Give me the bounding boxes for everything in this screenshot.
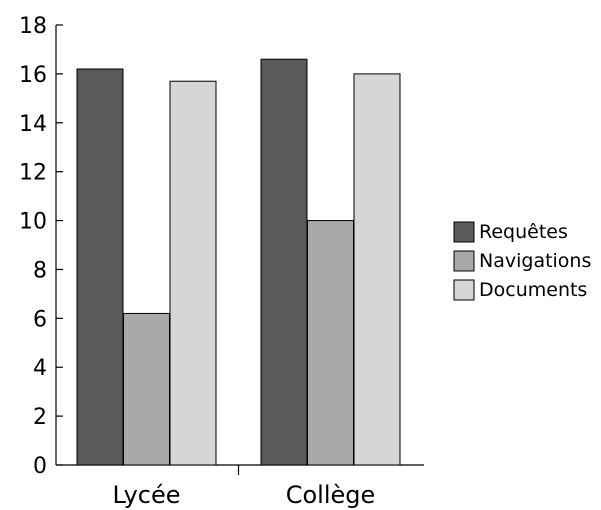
y-tick-label: 0 xyxy=(33,454,47,479)
legend-swatch xyxy=(454,222,474,242)
legend: Requêtes Navigations Documents xyxy=(454,221,591,301)
legend-swatch xyxy=(454,251,474,271)
y-tick-label: 6 xyxy=(33,307,47,332)
y-tick-label: 18 xyxy=(19,14,47,39)
y-tick-label: 8 xyxy=(33,258,47,283)
bar-documents-lycée xyxy=(170,81,216,465)
bar-requêtes-lycée xyxy=(77,69,123,465)
y-tick-label: 4 xyxy=(33,356,47,381)
bar-navigations-collège xyxy=(308,221,354,465)
legend-label: Requêtes xyxy=(479,221,568,243)
x-category-label: Collège xyxy=(286,481,376,509)
legend-swatch xyxy=(454,280,474,300)
x-axis: Lycée Collège xyxy=(56,465,424,509)
bar-requêtes-collège xyxy=(261,59,307,465)
y-axis: 0 2 4 6 8 10 12 14 16 18 xyxy=(19,14,63,479)
legend-label: Documents xyxy=(479,279,587,301)
bar-documents-collège xyxy=(354,74,400,465)
y-tick-label: 12 xyxy=(19,161,47,186)
bars xyxy=(77,59,400,465)
y-tick-label: 14 xyxy=(19,112,47,137)
x-category-label: Lycée xyxy=(112,481,180,509)
y-tick-label: 10 xyxy=(19,210,47,235)
legend-label: Navigations xyxy=(479,250,591,272)
bar-navigations-lycée xyxy=(124,313,170,465)
y-tick-label: 16 xyxy=(19,63,47,88)
y-tick-label: 2 xyxy=(33,405,47,430)
